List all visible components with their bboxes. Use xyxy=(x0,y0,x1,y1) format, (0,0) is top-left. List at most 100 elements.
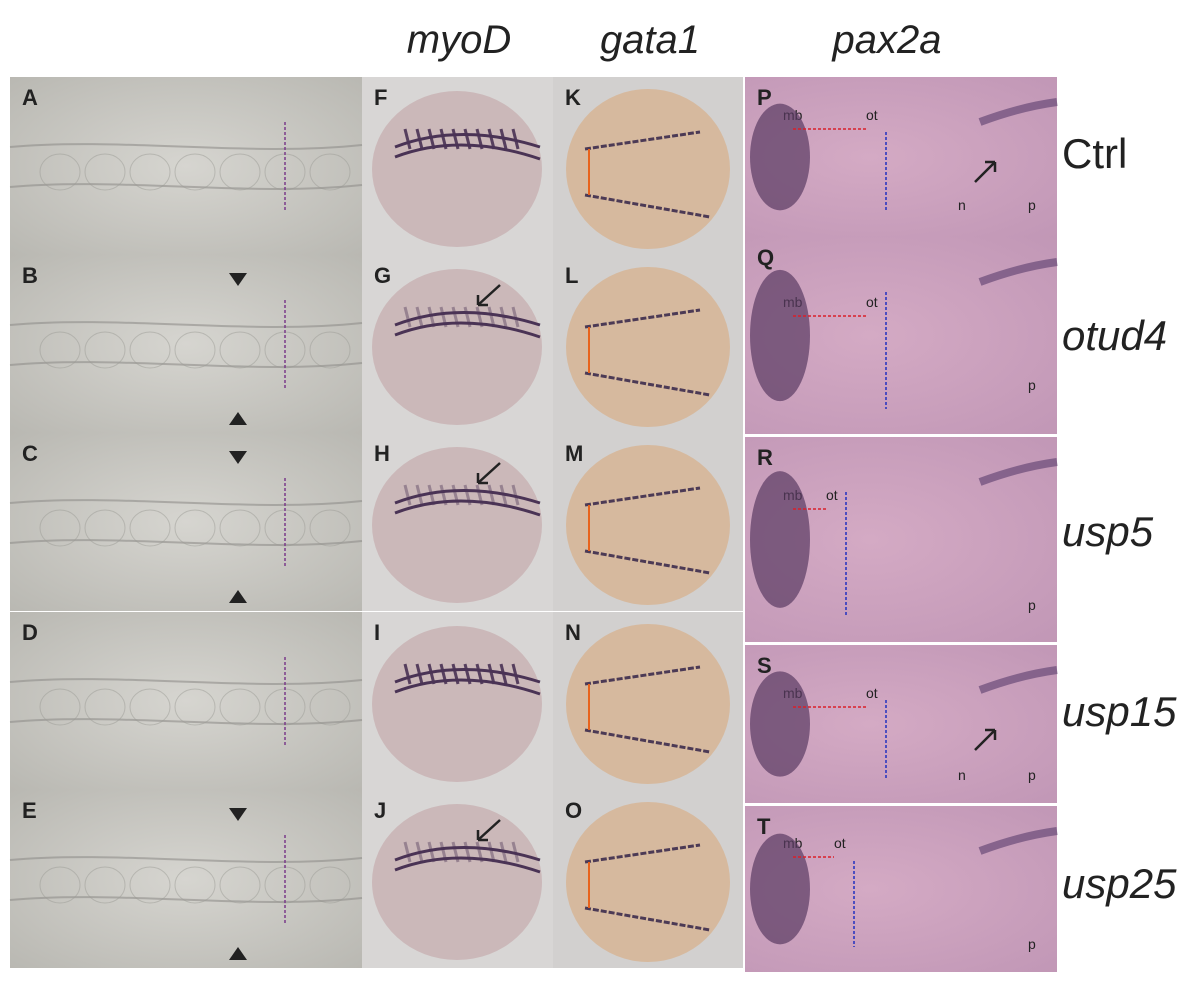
panel-letter: B xyxy=(22,263,38,288)
somite-stripe xyxy=(487,484,496,506)
pax2a-stripe xyxy=(978,98,1058,126)
annotation: n xyxy=(958,197,966,213)
somite xyxy=(219,153,261,191)
midbrain xyxy=(750,833,810,945)
gata1-stripe xyxy=(584,843,701,864)
somite-stripe xyxy=(499,663,508,685)
image-panel xyxy=(10,612,362,790)
panel-letter: L xyxy=(565,263,579,288)
myod-stripe xyxy=(394,846,541,862)
somite xyxy=(39,331,81,369)
pax2a-stripe xyxy=(978,458,1058,486)
somite-stripe xyxy=(451,663,460,685)
panel-letter: Q xyxy=(757,245,775,270)
myod-stripe xyxy=(394,668,541,684)
annotation: n xyxy=(958,767,966,783)
myod-stripe xyxy=(394,489,541,505)
tissue-line xyxy=(9,499,363,506)
gata1-stripe xyxy=(584,486,701,507)
embryo xyxy=(566,802,730,962)
embryo xyxy=(566,89,730,249)
pax2a-stripe xyxy=(978,258,1058,286)
embryo xyxy=(372,804,542,960)
somite xyxy=(84,153,126,191)
tissue-line xyxy=(9,143,363,150)
gata1-stripe xyxy=(584,906,711,932)
panel-letter: A xyxy=(22,85,38,110)
somite-stripe xyxy=(499,484,508,506)
somite-stripe xyxy=(463,663,472,685)
arrow xyxy=(974,728,997,751)
somite-stripe xyxy=(427,306,436,328)
panel-letter: H xyxy=(374,441,390,466)
image-panel xyxy=(10,255,362,433)
somite xyxy=(174,866,216,904)
gata1-stripe xyxy=(584,728,711,754)
row-label: otud4 xyxy=(1062,312,1168,359)
panel-letter: N xyxy=(565,620,581,645)
somite xyxy=(129,331,171,369)
somite-stripe xyxy=(403,128,412,150)
panel-letter: F xyxy=(374,85,388,110)
somite xyxy=(219,688,261,726)
somite xyxy=(309,153,351,191)
somite xyxy=(219,331,261,369)
somite xyxy=(309,866,351,904)
somite xyxy=(129,153,171,191)
annotation: p xyxy=(1028,197,1036,213)
tissue-line xyxy=(9,361,363,368)
somite xyxy=(84,688,126,726)
panel-letter: I xyxy=(374,620,381,645)
annotation: p xyxy=(1028,936,1036,952)
annotation: p xyxy=(1028,767,1036,783)
somite-stripe xyxy=(475,128,484,150)
myod-stripe xyxy=(394,678,541,696)
midbrain xyxy=(750,471,810,608)
panel-letter: K xyxy=(565,85,581,110)
somite-stripe xyxy=(403,484,412,506)
panel-letter: J xyxy=(374,798,387,823)
arrowhead xyxy=(229,947,247,960)
image-panel xyxy=(10,77,362,255)
somite-stripe xyxy=(475,663,484,685)
embryo xyxy=(372,91,542,247)
somite-stripe xyxy=(403,306,412,328)
somite-stripe xyxy=(427,663,436,685)
myod-stripe xyxy=(394,133,541,149)
annotation: ot xyxy=(866,294,878,310)
somite-stripe xyxy=(439,663,448,685)
somite-stripe xyxy=(415,663,424,685)
somite-stripe xyxy=(499,306,508,328)
somite-stripe xyxy=(403,663,412,685)
somite-stripe xyxy=(427,128,436,150)
arrow xyxy=(974,160,997,183)
panel-letter: O xyxy=(565,798,583,823)
somite-stripe xyxy=(451,128,460,150)
embryo xyxy=(566,445,730,605)
somite-stripe xyxy=(415,841,424,863)
somite-stripe xyxy=(487,841,496,863)
somite-stripe xyxy=(415,128,424,150)
somite-stripe xyxy=(487,663,496,685)
somite-stripe xyxy=(463,306,472,328)
somite-stripe xyxy=(415,484,424,506)
gata1-stripe xyxy=(584,308,701,329)
pax2a-stripe xyxy=(978,666,1058,694)
somite xyxy=(39,153,81,191)
somite xyxy=(39,509,81,547)
somite-stripe xyxy=(475,306,484,328)
somite-stripe xyxy=(439,306,448,328)
embryo xyxy=(566,267,730,427)
column-header: myoD xyxy=(406,18,512,62)
annotation: ot xyxy=(834,835,846,851)
gata1-stripe xyxy=(584,193,711,219)
somite xyxy=(219,509,261,547)
embryo xyxy=(372,626,542,782)
somite xyxy=(174,509,216,547)
somite xyxy=(84,509,126,547)
row-label: usp15 xyxy=(1062,688,1177,735)
myod-stripe xyxy=(394,311,541,327)
column-header: gata1 xyxy=(599,18,701,62)
somite-stripe xyxy=(475,841,484,863)
